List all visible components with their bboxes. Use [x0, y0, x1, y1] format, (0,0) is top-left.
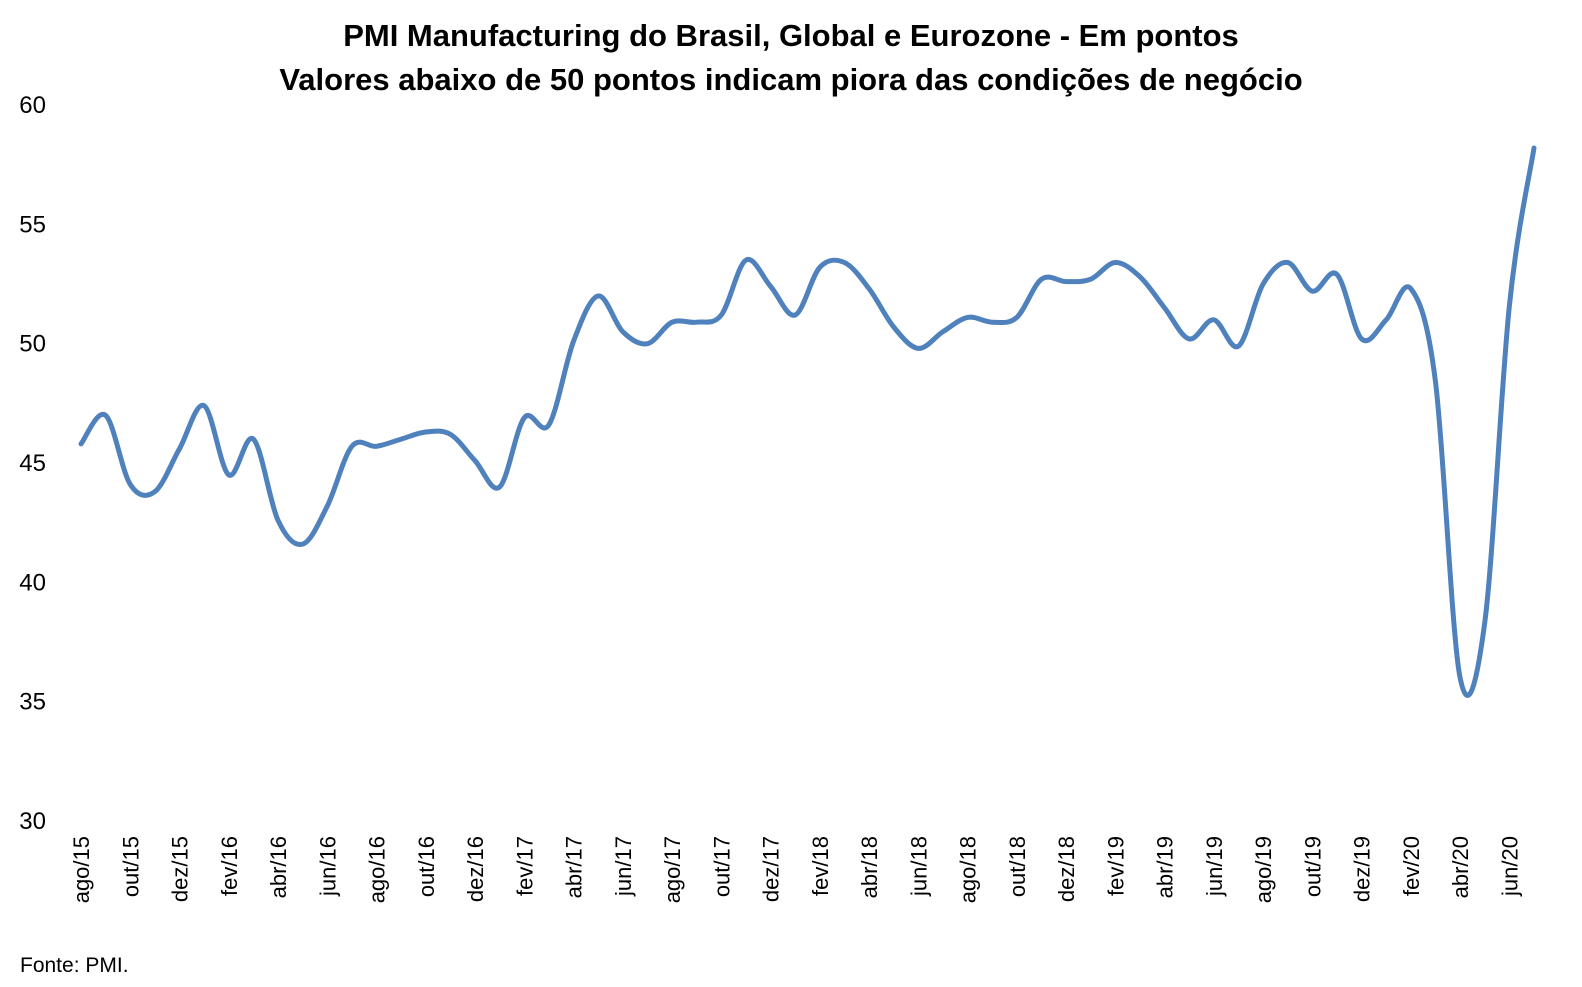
y-axis: 30 35 40 45 50 55 60	[19, 92, 46, 835]
x-tick-label: fev/18	[808, 836, 833, 896]
x-tick-label: out/19	[1300, 836, 1325, 897]
x-tick-label: out/16	[414, 836, 439, 897]
x-tick-label: abr/20	[1448, 836, 1473, 898]
x-tick-label: out/17	[709, 836, 734, 897]
x-tick-label: jun/17	[611, 836, 636, 897]
x-tick-label: jun/20	[1497, 836, 1522, 897]
y-tick-label: 40	[19, 569, 46, 596]
x-axis: ago/15 out/15 dez/15 fev/16 abr/16 jun/16 ago/…	[69, 836, 1522, 903]
x-tick-label: fev/19	[1103, 836, 1128, 896]
x-tick-label: ago/19	[1251, 836, 1276, 903]
y-tick-label: 35	[19, 689, 46, 716]
x-tick-label: jun/18	[906, 836, 931, 897]
chart-title: PMI Manufacturing do Brasil, Global e Eu…	[343, 18, 1239, 53]
x-tick-label: ago/15	[69, 836, 94, 903]
y-tick-label: 30	[19, 808, 46, 835]
x-tick-label: fev/20	[1399, 836, 1424, 896]
y-tick-label: 50	[19, 331, 46, 358]
x-tick-label: out/18	[1005, 836, 1030, 897]
x-tick-label: abr/18	[857, 836, 882, 898]
x-tick-label: fev/17	[512, 836, 537, 896]
x-tick-label: ago/16	[365, 836, 390, 903]
x-tick-label: dez/15	[168, 836, 193, 902]
x-tick-label: abr/16	[266, 836, 291, 898]
x-tick-label: ago/18	[956, 836, 981, 903]
x-tick-label: ago/17	[660, 836, 685, 903]
chart-subtitle: Valores abaixo de 50 pontos indicam pior…	[279, 62, 1303, 97]
x-tick-label: dez/16	[463, 836, 488, 902]
x-tick-label: dez/18	[1054, 836, 1079, 902]
x-tick-label: abr/17	[562, 836, 587, 898]
x-tick-label: fev/16	[217, 836, 242, 896]
series-line-0	[78, 145, 1537, 698]
source-note: Fonte: PMI.	[20, 954, 129, 977]
x-tick-label: jun/16	[315, 836, 340, 897]
x-tick-label: dez/17	[759, 836, 784, 902]
y-tick-label: 60	[19, 92, 46, 119]
plot-area	[78, 145, 1537, 698]
y-tick-label: 45	[19, 450, 46, 477]
x-tick-label: jun/19	[1202, 836, 1227, 897]
y-tick-label: 55	[19, 211, 46, 238]
x-tick-label: out/15	[118, 836, 143, 897]
chart-title-block: PMI Manufacturing do Brasil, Global e Eu…	[0, 14, 1582, 102]
x-tick-label: abr/19	[1153, 836, 1178, 898]
x-tick-label: dez/19	[1350, 836, 1375, 902]
